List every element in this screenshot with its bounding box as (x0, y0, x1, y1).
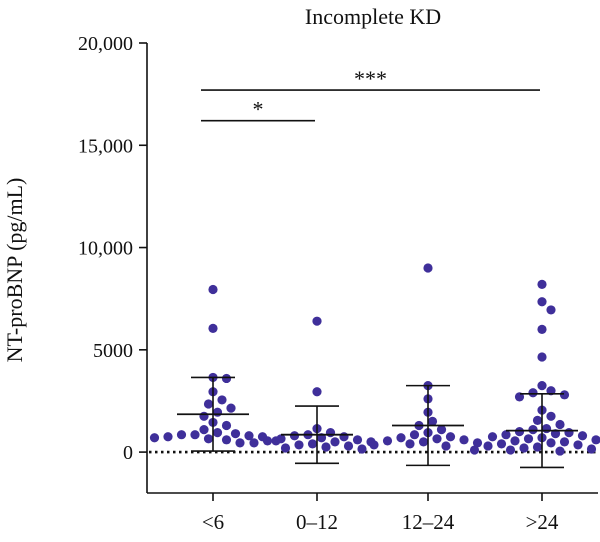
y-tick-label: 20,000 (78, 33, 133, 55)
data-point (505, 445, 516, 455)
data-point (203, 399, 214, 409)
data-point (483, 441, 493, 451)
data-point (423, 263, 433, 273)
data-point (555, 446, 565, 456)
data-point (537, 381, 547, 391)
data-point (519, 443, 529, 453)
data-point (555, 419, 565, 430)
chart-title: Incomplete KD (305, 4, 441, 29)
data-point (217, 395, 227, 405)
data-point (418, 437, 429, 447)
data-point (212, 407, 223, 417)
data-point (369, 440, 379, 450)
data-point (208, 323, 218, 333)
data-point (528, 424, 538, 435)
data-point (396, 433, 406, 443)
data-point (357, 444, 367, 454)
data-point (577, 431, 588, 441)
data-point (149, 433, 160, 443)
data-point (208, 284, 218, 295)
data-point (190, 430, 200, 440)
significance-label: * (253, 97, 264, 122)
data-point (280, 443, 291, 453)
data-point (226, 403, 236, 413)
data-point (405, 439, 415, 449)
data-point (343, 441, 354, 451)
data-point (325, 428, 336, 438)
data-point (528, 388, 538, 398)
data-point (546, 438, 556, 448)
y-tick-label: 15,000 (78, 135, 133, 157)
data-point (501, 430, 511, 440)
data-point (427, 416, 438, 427)
data-point (330, 437, 340, 447)
data-point (432, 434, 442, 444)
data-point (294, 440, 304, 450)
data-point (537, 297, 547, 307)
data-point (199, 424, 209, 435)
data-point (445, 432, 456, 442)
y-tick-label: 5000 (93, 340, 133, 362)
y-tick-label: 10,000 (78, 238, 133, 260)
data-point (409, 430, 420, 440)
data-point (312, 316, 322, 326)
data-point (514, 427, 525, 437)
data-point (212, 428, 223, 438)
data-point (537, 279, 547, 289)
data-point (532, 442, 543, 452)
data-point (276, 434, 286, 444)
significance-label: *** (354, 66, 387, 91)
data-point (487, 432, 498, 442)
data-point (321, 442, 331, 452)
data-point (203, 434, 214, 444)
data-point (307, 439, 318, 449)
data-point (221, 373, 232, 384)
y-axis-label: NT-proBNP (pg/mL) (2, 178, 27, 363)
data-point (537, 324, 547, 334)
data-point (564, 428, 574, 438)
data-point (235, 438, 245, 448)
data-point (459, 435, 469, 445)
data-point (559, 390, 570, 400)
y-tick-label: 0 (123, 442, 133, 464)
data-point (352, 435, 363, 445)
data-point (586, 444, 597, 454)
data-point (469, 445, 480, 455)
data-point (496, 439, 507, 449)
x-tick-label: 12–24 (402, 510, 455, 534)
data-point (573, 440, 583, 450)
data-point (221, 435, 232, 445)
x-tick-label: >24 (526, 510, 559, 534)
data-point (339, 432, 349, 442)
data-point (532, 415, 543, 425)
data-point (441, 441, 451, 451)
data-point (436, 424, 447, 435)
data-point (546, 305, 556, 315)
data-point (523, 434, 534, 444)
data-point (221, 420, 232, 431)
data-point (591, 435, 600, 445)
data-point (163, 432, 173, 442)
data-point (262, 436, 273, 446)
data-point (559, 437, 570, 447)
data-point (546, 411, 556, 421)
data-point (541, 423, 552, 434)
data-point (244, 431, 254, 441)
data-point (472, 438, 483, 448)
data-point (382, 436, 393, 446)
data-point (199, 411, 209, 421)
data-point (289, 431, 300, 441)
data-point (249, 438, 259, 448)
data-point (537, 352, 547, 362)
data-point (230, 429, 241, 439)
data-point (510, 436, 520, 446)
data-point (312, 387, 322, 397)
data-point (176, 430, 187, 440)
x-tick-label: 0–12 (296, 510, 338, 534)
x-tick-label: <6 (202, 510, 224, 534)
